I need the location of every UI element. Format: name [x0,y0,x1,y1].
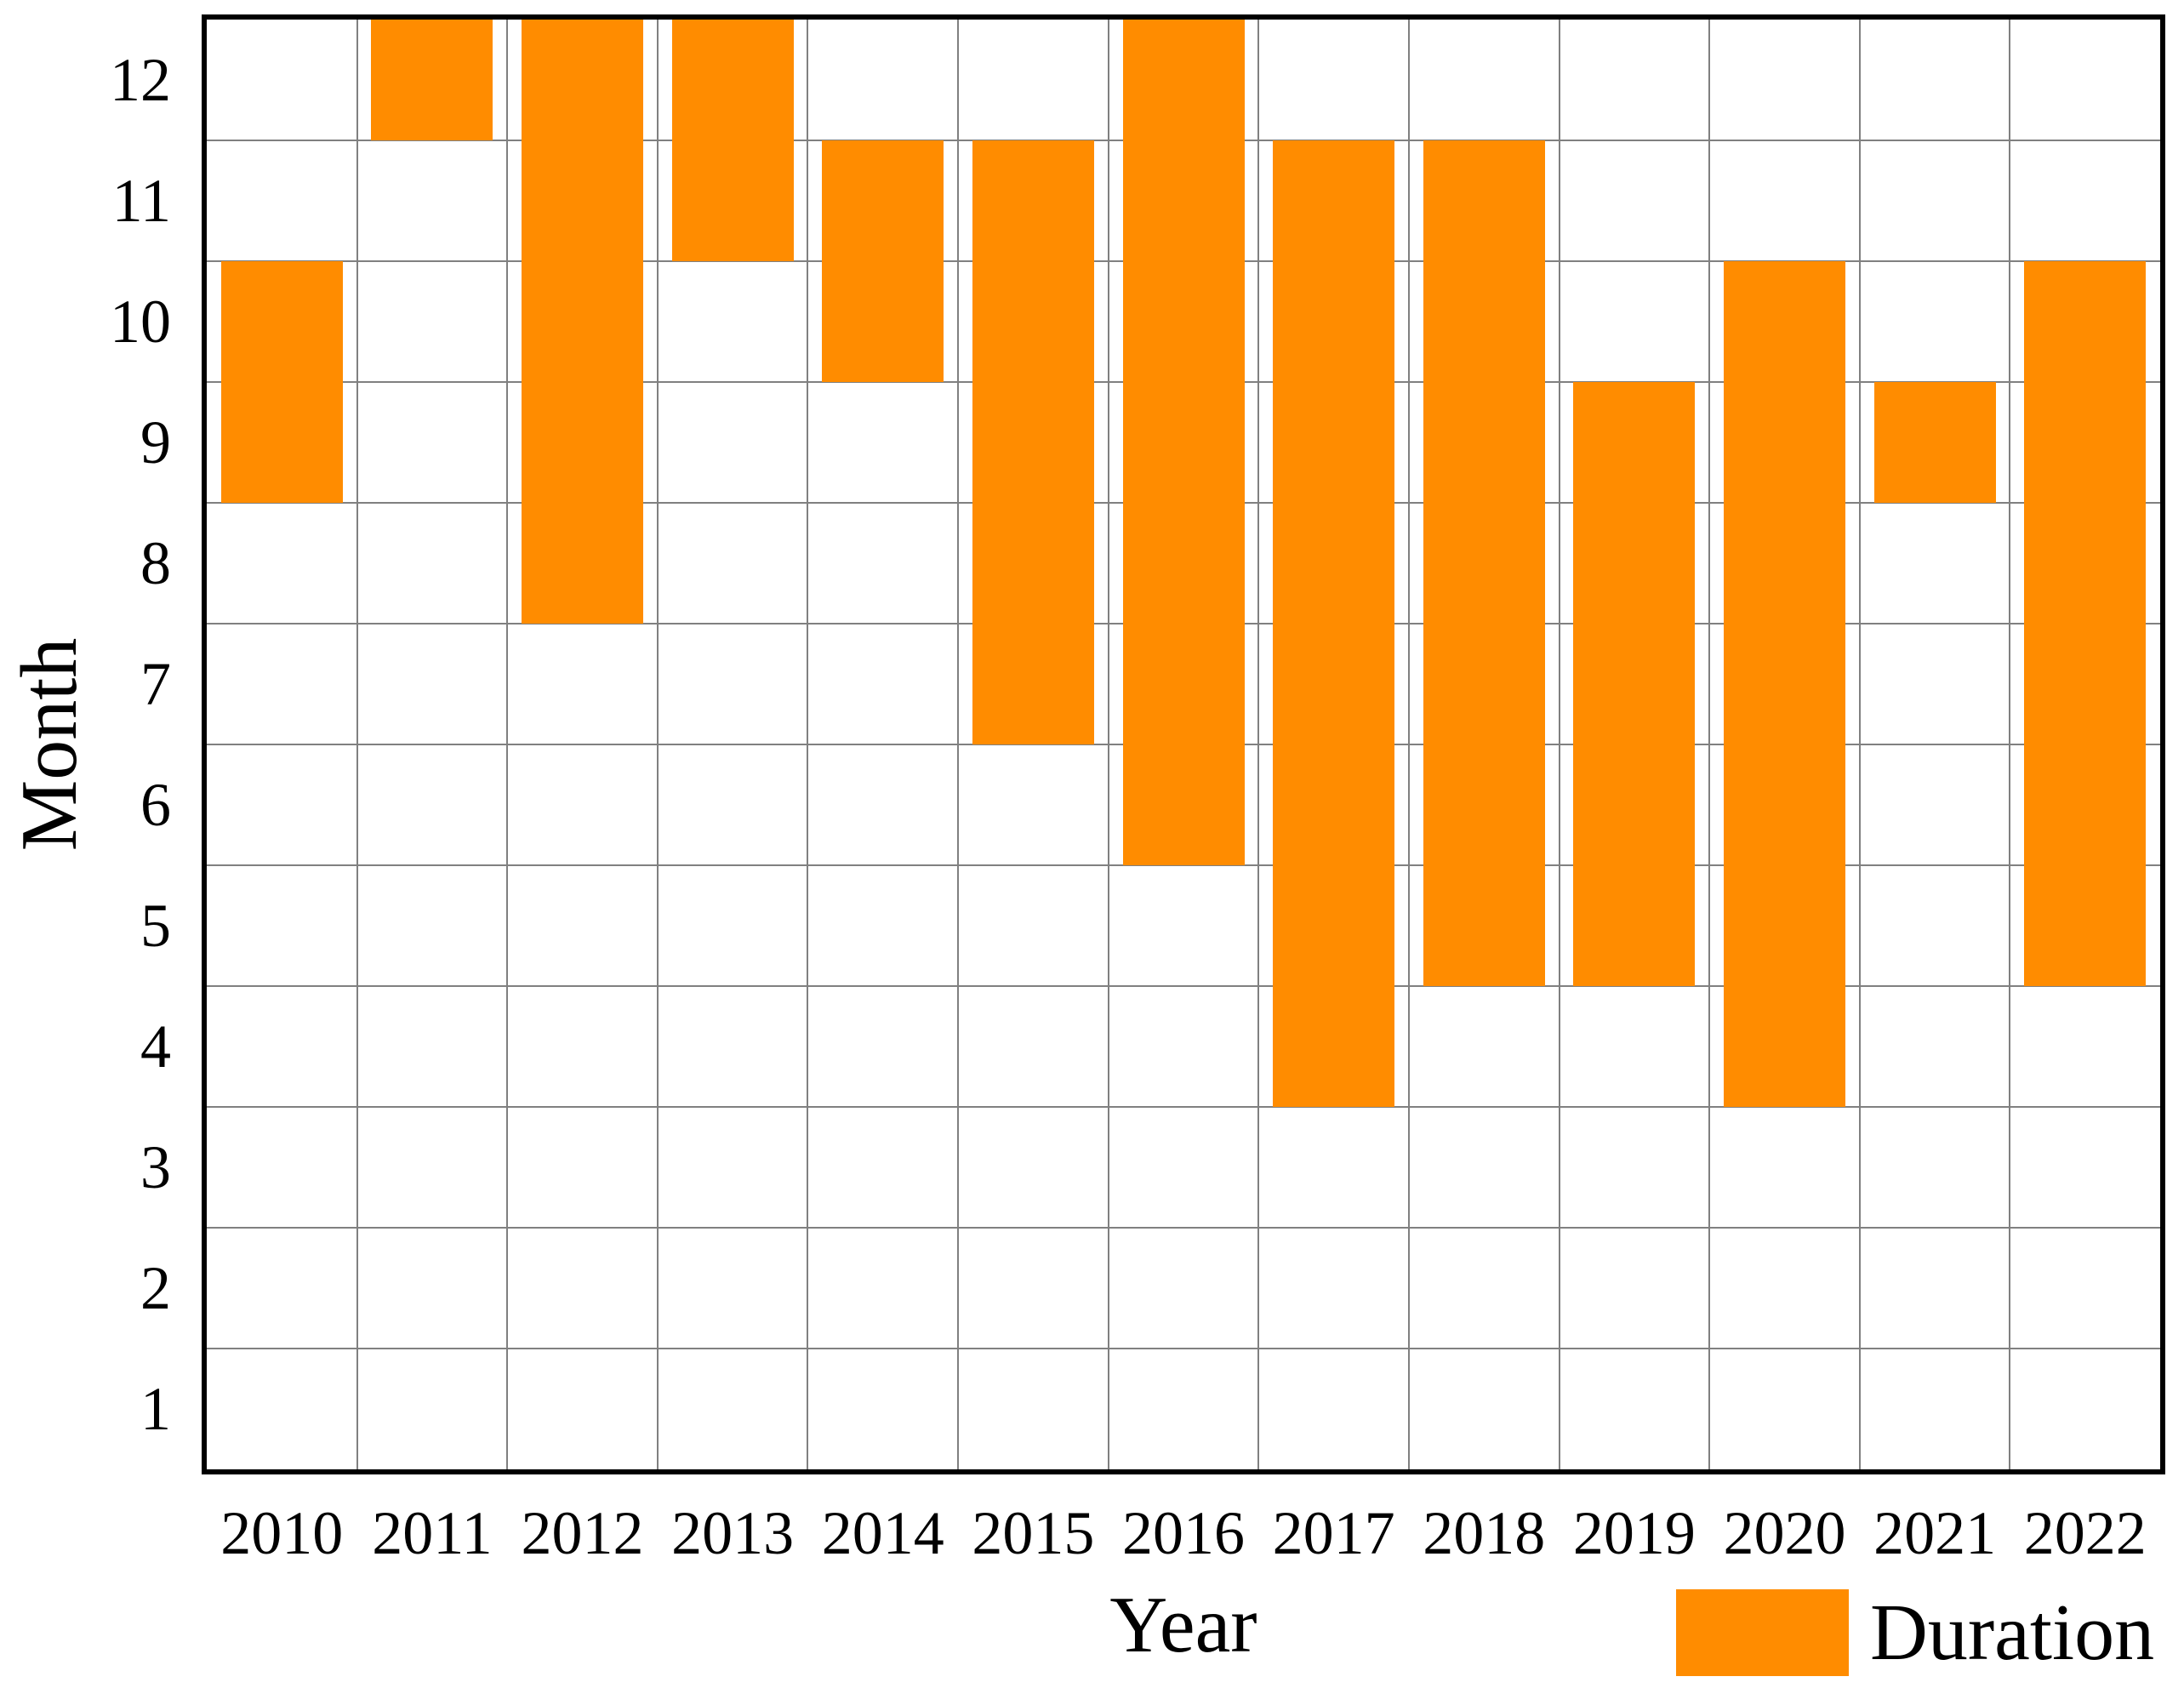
duration-bar-2020 [1723,261,1845,1107]
vertical-gridline [1107,20,1109,1469]
horizontal-gridline [207,864,2160,866]
vertical-gridline [2009,20,2011,1469]
x-tick-label-2022: 2022 [2023,1499,2147,1567]
y-tick-label-10: 10 [110,288,171,356]
x-tick-label-2014: 2014 [821,1499,944,1567]
x-tick-label-2012: 2012 [521,1499,644,1567]
y-tick-label-4: 4 [140,1012,171,1081]
x-tick-label-2020: 2020 [1723,1499,1846,1567]
vertical-gridline [957,20,960,1469]
y-tick-label-9: 9 [140,408,171,476]
x-axis-title: Year [1109,1581,1257,1669]
y-tick-label-2: 2 [140,1254,171,1322]
duration-bar-2015 [972,140,1094,744]
vertical-gridline [1858,20,1861,1469]
vertical-gridline [1257,20,1260,1469]
y-tick-label-8: 8 [140,529,171,597]
horizontal-gridline [207,1227,2160,1229]
duration-bar-2013 [671,20,794,261]
y-tick-label-5: 5 [140,892,171,960]
horizontal-gridline [207,1106,2160,1108]
duration-bar-2017 [1273,140,1395,1107]
duration-bar-2014 [822,140,944,382]
plot-area [202,14,2165,1474]
y-tick-label-6: 6 [140,771,171,839]
duration-bar-2011 [371,20,493,140]
duration-bar-2021 [1873,382,1996,503]
x-tick-label-2015: 2015 [972,1499,1095,1567]
duration-bar-2010 [220,261,343,503]
vertical-gridline [1558,20,1560,1469]
x-tick-label-2019: 2019 [1572,1499,1696,1567]
vertical-gridline [356,20,358,1469]
y-tick-label-3: 3 [140,1133,171,1201]
y-tick-label-7: 7 [140,650,171,718]
vertical-gridline [506,20,509,1469]
x-tick-label-2011: 2011 [372,1499,493,1567]
vertical-gridline [656,20,659,1469]
duration-bar-2018 [1423,140,1545,986]
x-tick-label-2013: 2013 [671,1499,795,1567]
duration-bar-2019 [1573,382,1696,986]
y-tick-label-12: 12 [110,46,171,114]
legend-label-duration: Duration [1870,1588,2155,1677]
x-tick-label-2016: 2016 [1122,1499,1245,1567]
x-tick-label-2017: 2017 [1272,1499,1395,1567]
duration-bar-2022 [2024,261,2147,986]
x-tick-label-2021: 2021 [1873,1499,1997,1567]
duration-bar-2012 [522,20,644,624]
duration-bar-2016 [1122,20,1245,865]
x-tick-label-2018: 2018 [1423,1499,1546,1567]
x-tick-label-2010: 2010 [220,1499,344,1567]
legend-swatch-duration [1676,1589,1849,1676]
vertical-gridline [1708,20,1711,1469]
vertical-gridline [1407,20,1410,1469]
y-tick-label-11: 11 [111,167,171,235]
y-tick-label-1: 1 [140,1375,171,1443]
horizontal-gridline [207,985,2160,987]
horizontal-gridline [207,1348,2160,1349]
vertical-gridline [807,20,809,1469]
